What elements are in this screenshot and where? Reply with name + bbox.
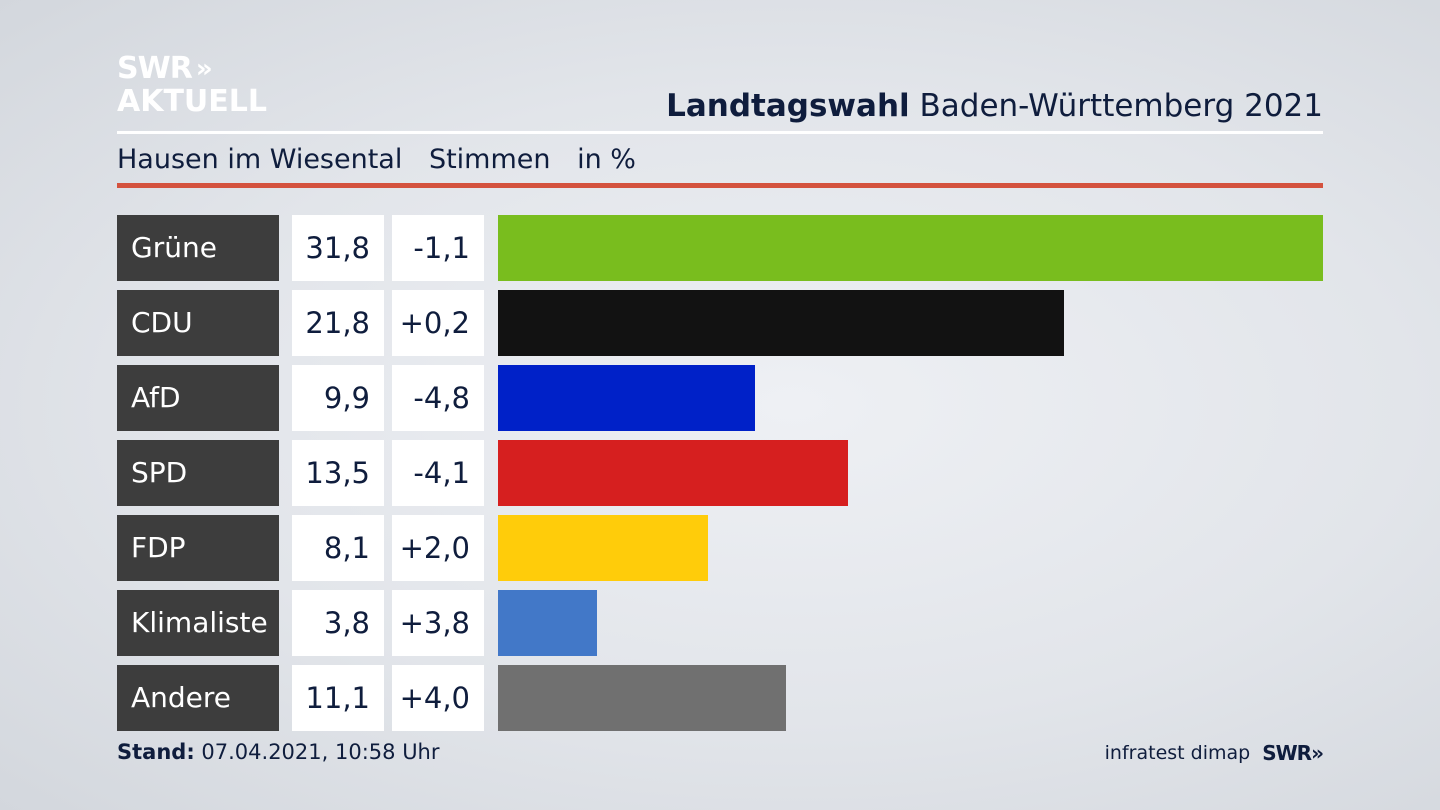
subheader-measure: Stimmen (428, 144, 551, 175)
chart-row: Klimaliste 3,8 +3,8 (117, 590, 1323, 656)
logo-line2: AKTUELL (117, 84, 268, 119)
vote-share-label: 31,8 (292, 215, 384, 281)
change-label: +2,0 (392, 515, 484, 581)
result-bar (498, 665, 786, 731)
source-label: infratest dimap (1104, 742, 1251, 764)
logo-line1: SWR (117, 51, 193, 86)
party-label: SPD (117, 440, 279, 506)
party-label: Grüne (117, 215, 279, 281)
change-label: +4,0 (392, 665, 484, 731)
change-label: +0,2 (392, 290, 484, 356)
subheader-unit: in % (577, 144, 636, 175)
title-rest: Baden-Württemberg 2021 (919, 88, 1323, 124)
chart-row: SPD 13,5 -4,1 (117, 440, 1323, 506)
result-bar (498, 365, 755, 431)
result-bar (498, 515, 708, 581)
accent-divider (117, 183, 1323, 188)
swr-brand: SWR» (1262, 741, 1324, 765)
timestamp: Stand: 07.04.2021, 10:58 Uhr (117, 740, 440, 764)
stand-value: 07.04.2021, 10:58 Uhr (201, 740, 440, 764)
source-credit: infratest dimap SWR» (1104, 741, 1324, 765)
change-label: -4,8 (392, 365, 484, 431)
party-label: Klimaliste (117, 590, 279, 656)
header-divider (117, 131, 1323, 134)
vote-share-label: 9,9 (292, 365, 384, 431)
change-label: -1,1 (392, 215, 484, 281)
swr-brand-text: SWR (1262, 741, 1312, 765)
result-bar (498, 215, 1323, 281)
change-label: +3,8 (392, 590, 484, 656)
subheader: Hausen im Wiesental Stimmen in % (117, 144, 654, 175)
party-label: Andere (117, 665, 279, 731)
party-label: FDP (117, 515, 279, 581)
subheader-place: Hausen im Wiesental (117, 144, 403, 175)
result-bar (498, 590, 597, 656)
vote-share-label: 11,1 (292, 665, 384, 731)
page-title: Landtagswahl Baden-Württemberg 2021 (666, 88, 1323, 124)
result-bar (498, 440, 848, 506)
chart-row: CDU 21,8 +0,2 (117, 290, 1323, 356)
party-label: CDU (117, 290, 279, 356)
vote-share-label: 13,5 (292, 440, 384, 506)
swr-chevron-icon: » (1311, 741, 1324, 765)
logo-chevron-icon: » (195, 54, 213, 84)
chart-row: FDP 8,1 +2,0 (117, 515, 1323, 581)
stand-label: Stand: (117, 740, 195, 764)
vote-share-label: 21,8 (292, 290, 384, 356)
chart-row: Andere 11,1 +4,0 (117, 665, 1323, 731)
vote-share-label: 3,8 (292, 590, 384, 656)
swr-aktuell-logo: SWR» AKTUELL (117, 54, 267, 117)
chart-row: AfD 9,9 -4,8 (117, 365, 1323, 431)
title-bold: Landtagswahl (666, 88, 910, 124)
result-bar (498, 290, 1064, 356)
party-label: AfD (117, 365, 279, 431)
chart-row: Grüne 31,8 -1,1 (117, 215, 1323, 281)
change-label: -4,1 (392, 440, 484, 506)
vote-share-label: 8,1 (292, 515, 384, 581)
